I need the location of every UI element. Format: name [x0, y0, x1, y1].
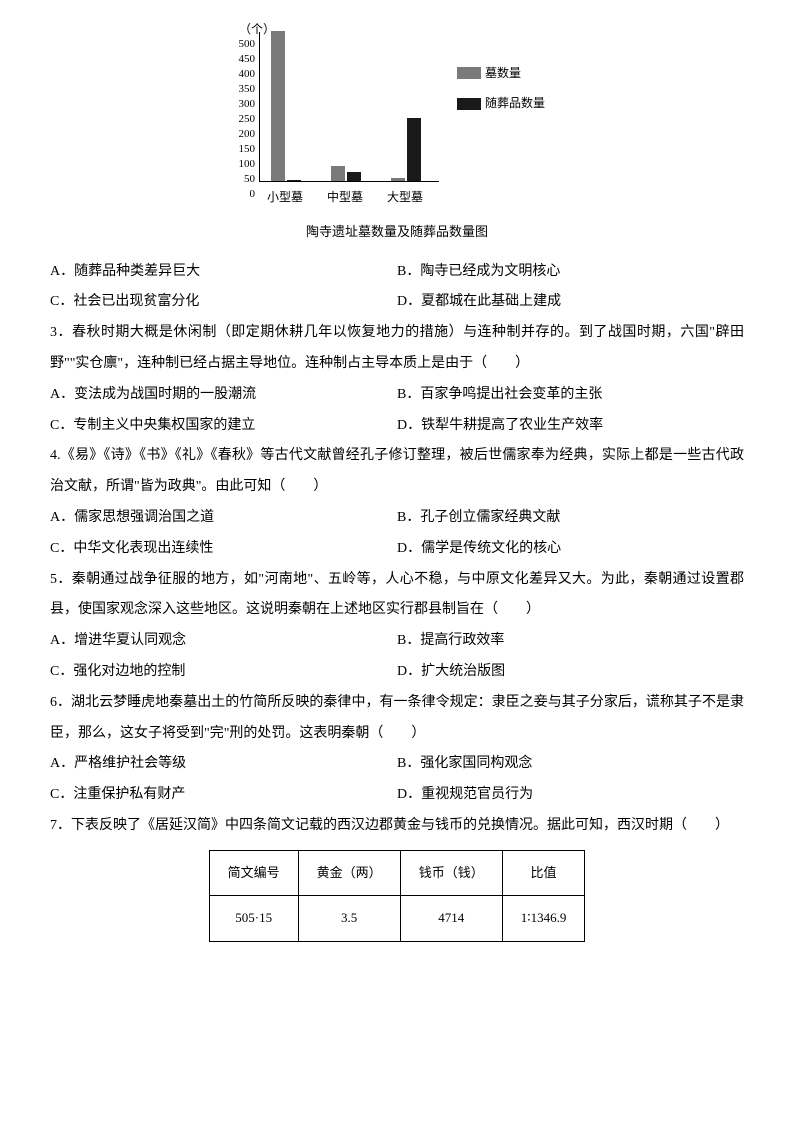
q6-option-c: C．注重保护私有财产 — [50, 780, 397, 811]
q4-option-b: B．孔子创立儒家经典文献 — [397, 503, 744, 534]
table-header-cell: 比值 — [502, 850, 585, 896]
table-row: 505·153.547141∶1346.9 — [209, 896, 585, 942]
q3-option-d: D．铁犁牛耕提高了农业生产效率 — [397, 411, 744, 442]
bar-group — [390, 118, 422, 181]
q6-option-d: D．重视规范官员行为 — [397, 780, 744, 811]
q5-option-d: D．扩大统治版图 — [397, 657, 744, 688]
bar-group — [330, 166, 362, 181]
q6-option-a: A．严格维护社会等级 — [50, 749, 397, 780]
q6-options-row1: A．严格维护社会等级 B．强化家国同构观念 — [50, 749, 744, 780]
q2-option-a: A．随葬品种类差异巨大 — [50, 257, 397, 288]
q3-option-b: B．百家争鸣提出社会变革的主张 — [397, 380, 744, 411]
q2-option-c: C．社会已出现贫富分化 — [50, 287, 397, 318]
table-cell: 1∶1346.9 — [502, 896, 585, 942]
chart-caption: 陶寺遗址墓数量及随葬品数量图 — [227, 218, 567, 247]
q2-option-d: D．夏都城在此基础上建成 — [397, 287, 744, 318]
bar — [391, 178, 405, 181]
q6-stem: 6．湖北云梦睡虎地秦墓出土的竹简所反映的秦律中，有一条律令规定：隶臣之妾与其子分… — [50, 688, 744, 750]
q5-option-a: A．增进华夏认同观念 — [50, 626, 397, 657]
x-label: 小型墓 — [267, 184, 303, 210]
q5-option-c: C．强化对边地的控制 — [50, 657, 397, 688]
q4-stem: 4.《易》《诗》《书》《礼》《春秋》等古代文献曾经孔子修订整理，被后世儒家奉为经… — [50, 441, 744, 503]
y-ticks: 050100150200250300350400450500 — [227, 32, 257, 182]
table-cell: 3.5 — [298, 896, 400, 942]
q5-stem: 5．秦朝通过战争征服的地方，如"河南地"、五岭等，人心不稳，与中原文化差异又大。… — [50, 565, 744, 627]
q4-option-d: D．儒学是传统文化的核心 — [397, 534, 744, 565]
q3-options-row2: C．专制主义中央集权国家的建立 D．铁犁牛耕提高了农业生产效率 — [50, 411, 744, 442]
bar — [407, 118, 421, 181]
bar — [287, 180, 301, 182]
q6-option-b: B．强化家国同构观念 — [397, 749, 744, 780]
q2-options-row1: A．随葬品种类差异巨大 B．陶寺已经成为文明核心 — [50, 257, 744, 288]
q7-stem: 7．下表反映了《居延汉简》中四条简文记载的西汉边郡黄金与钱币的兑换情况。据此可知… — [50, 811, 744, 842]
q4-option-c: C．中华文化表现出连续性 — [50, 534, 397, 565]
legend-swatch — [457, 98, 481, 110]
legend-swatch — [457, 67, 481, 79]
q2-option-b: B．陶寺已经成为文明核心 — [397, 257, 744, 288]
q3-option-a: A．变法成为战国时期的一股潮流 — [50, 380, 397, 411]
chart-plot: （个） 050100150200250300350400450500 小型墓中型… — [227, 20, 447, 190]
x-label: 大型墓 — [387, 184, 423, 210]
q4-options-row2: C．中华文化表现出连续性 D．儒学是传统文化的核心 — [50, 534, 744, 565]
legend-label: 墓数量 — [485, 60, 521, 86]
bar — [271, 31, 285, 181]
table-header-cell: 钱币（钱） — [400, 850, 502, 896]
q3-options-row1: A．变法成为战国时期的一股潮流 B．百家争鸣提出社会变革的主张 — [50, 380, 744, 411]
tomb-chart: （个） 050100150200250300350400450500 小型墓中型… — [227, 20, 567, 247]
q3-stem: 3．春秋时期大概是休闲制（即定期休耕几年以恢复地力的措施）与连种制并存的。到了战… — [50, 318, 744, 380]
table-header-cell: 简文编号 — [209, 850, 298, 896]
legend-item: 墓数量 — [457, 60, 545, 86]
legend-item: 随葬品数量 — [457, 90, 545, 116]
plot-area — [259, 32, 439, 182]
q6-options-row2: C．注重保护私有财产 D．重视规范官员行为 — [50, 780, 744, 811]
q2-options-row2: C．社会已出现贫富分化 D．夏都城在此基础上建成 — [50, 287, 744, 318]
table-header-row: 简文编号黄金（两）钱币（钱）比值 — [209, 850, 585, 896]
chart-legend: 墓数量随葬品数量 — [457, 60, 545, 121]
q4-option-a: A．儒家思想强调治国之道 — [50, 503, 397, 534]
x-label: 中型墓 — [327, 184, 363, 210]
legend-label: 随葬品数量 — [485, 90, 545, 116]
table-cell: 4714 — [400, 896, 502, 942]
bar-group — [270, 31, 302, 181]
q5-option-b: B．提高行政效率 — [397, 626, 744, 657]
q4-options-row1: A．儒家思想强调治国之道 B．孔子创立儒家经典文献 — [50, 503, 744, 534]
table-cell: 505·15 — [209, 896, 298, 942]
q3-option-c: C．专制主义中央集权国家的建立 — [50, 411, 397, 442]
bar — [331, 166, 345, 181]
exchange-table: 简文编号黄金（两）钱币（钱）比值 505·153.547141∶1346.9 — [209, 850, 586, 942]
table-body: 505·153.547141∶1346.9 — [209, 896, 585, 942]
table-header-cell: 黄金（两） — [298, 850, 400, 896]
q5-options-row2: C．强化对边地的控制 D．扩大统治版图 — [50, 657, 744, 688]
q5-options-row1: A．增进华夏认同观念 B．提高行政效率 — [50, 626, 744, 657]
bar — [347, 172, 361, 181]
